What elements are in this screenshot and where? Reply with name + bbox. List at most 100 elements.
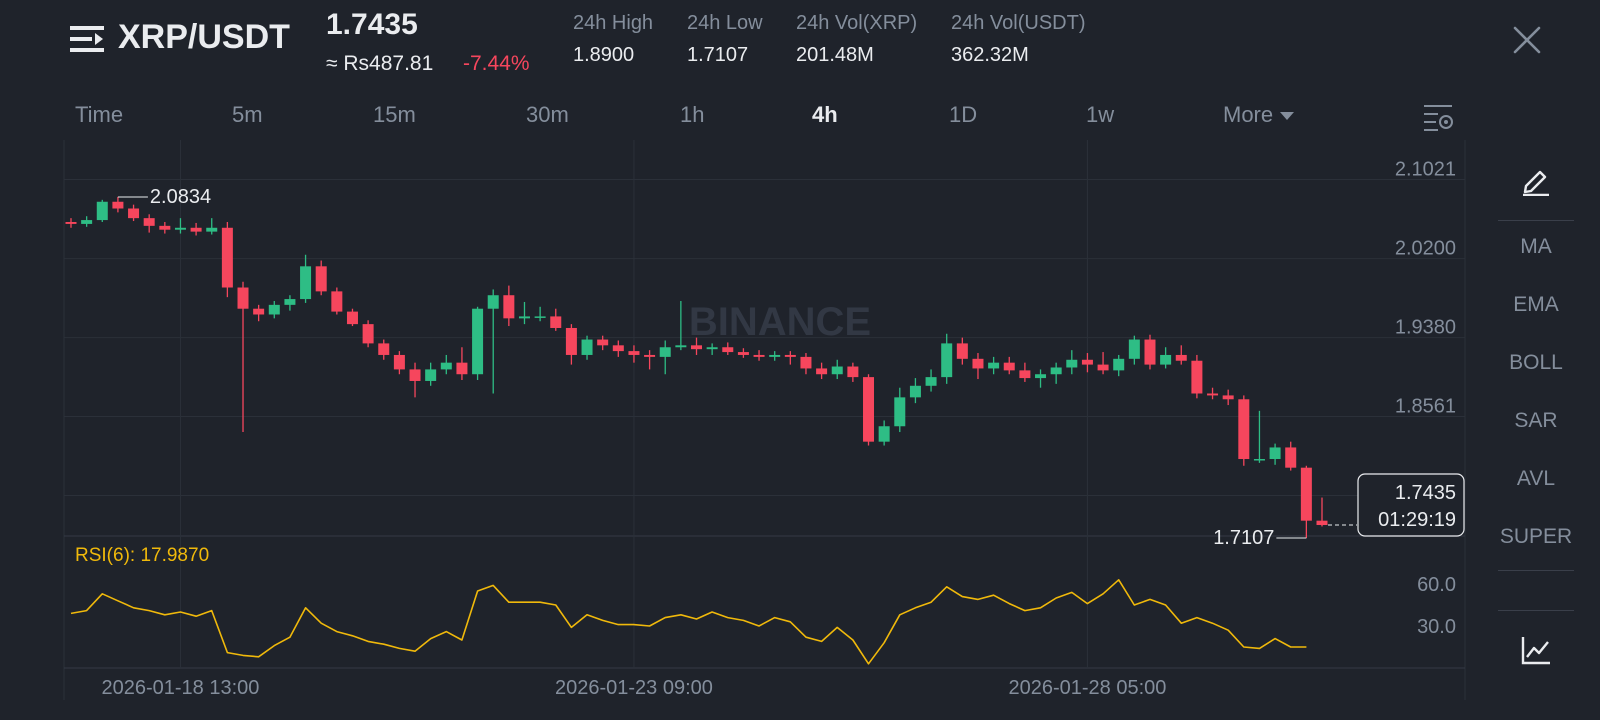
stat-24h-vol-quote: 24h Vol(USDT) 362.32M [951, 12, 1086, 67]
stat-24h-low: 24h Low 1.7107 [687, 12, 763, 67]
candle-body [81, 220, 93, 224]
candle-body [722, 347, 734, 353]
candle-body [65, 221, 77, 224]
candle-body [1144, 339, 1156, 365]
indicator-super[interactable]: SUPER [1499, 525, 1573, 548]
tab-30m[interactable]: 30m [526, 102, 569, 127]
candle-body [456, 362, 468, 375]
candle-body [284, 299, 296, 305]
candle-body [878, 426, 890, 442]
candle-body [972, 358, 984, 369]
candle-body [300, 266, 312, 300]
candle-body [315, 266, 327, 292]
candle-body [159, 225, 171, 230]
price-change-percent: -7.44% [463, 52, 530, 75]
candle-body [925, 377, 937, 386]
candle-body [1081, 359, 1093, 365]
tab-5m[interactable]: 5m [232, 102, 263, 127]
candle-body [440, 362, 452, 370]
candle-body [143, 218, 155, 226]
candle-body [1269, 447, 1281, 460]
candle-body [128, 208, 140, 219]
stat-24h-high: 24h High 1.8900 [573, 12, 653, 67]
candle-body [831, 366, 843, 375]
rsi-line [70, 578, 1307, 665]
tab-15m[interactable]: 15m [373, 102, 416, 127]
indicator-chart-icon[interactable] [1520, 634, 1552, 666]
candle-body [706, 347, 718, 350]
caret-down-icon [1280, 112, 1295, 121]
indicator-boll[interactable]: BOLL [1509, 351, 1563, 374]
stat-value: 1.8900 [573, 44, 635, 66]
tab-1d[interactable]: 1D [949, 102, 978, 127]
fiat-price: ≈ Rs487.81 [326, 52, 434, 75]
indicator-avl[interactable]: AVL [1516, 467, 1556, 490]
candle-body [487, 295, 499, 309]
last-price-value: 1.7435 [1395, 482, 1456, 504]
stat-value: 201.48M [796, 44, 874, 66]
candle-body [1175, 354, 1187, 361]
candle-body [581, 339, 593, 355]
tab-1w[interactable]: 1w [1086, 102, 1115, 127]
candle-body [237, 287, 249, 309]
divider [1498, 220, 1574, 221]
tab-more-label: More [1223, 102, 1274, 127]
chart-settings-icon[interactable] [1422, 102, 1454, 132]
stat-24h-vol-base: 24h Vol(XRP) 201.48M [796, 12, 917, 67]
pair-title[interactable]: XRP/USDT [118, 18, 290, 56]
candle-body [112, 201, 124, 209]
stat-label: 24h Low [687, 12, 763, 34]
candle-body [1191, 360, 1203, 394]
candle-body [206, 227, 218, 232]
candle-body [800, 356, 812, 369]
candle-body [941, 343, 953, 378]
candle-body [1285, 447, 1297, 468]
candle-body [1238, 399, 1250, 460]
tab-time[interactable]: Time [75, 102, 124, 127]
candle-body [1300, 467, 1312, 521]
candle-body [816, 368, 828, 375]
candle-body [737, 352, 749, 355]
candle-body [393, 354, 405, 370]
candle-body [691, 345, 702, 350]
candle-body [346, 311, 358, 325]
candle-body [425, 369, 437, 381]
x-tick-label: 2026-01-18 13:00 [102, 677, 260, 699]
indicator-ma[interactable]: MA [1520, 235, 1552, 258]
pair-list-icon[interactable] [70, 22, 104, 56]
candle-body [1222, 395, 1234, 400]
close-icon[interactable] [1511, 24, 1543, 56]
candle-body [1035, 374, 1047, 379]
stat-value: 362.32M [951, 44, 1029, 66]
candle-body [863, 377, 875, 442]
indicator-ema[interactable]: EMA [1513, 293, 1559, 316]
candle-body [847, 366, 859, 378]
candle-body [550, 316, 562, 328]
draw-pencil-icon[interactable] [1520, 164, 1552, 196]
candle-body [956, 343, 968, 359]
candle-body [894, 397, 906, 427]
candle-body [1207, 393, 1219, 396]
tab-4h[interactable]: 4h [812, 102, 838, 127]
candle-body [1113, 358, 1125, 371]
candle-countdown: 01:29:19 [1378, 509, 1456, 531]
stat-value: 1.7107 [687, 44, 749, 66]
candle-body [565, 327, 577, 355]
y-tick-label: 2.0200 [1395, 238, 1456, 260]
rsi-tick-label: 60.0 [1417, 574, 1456, 596]
candle-body [331, 291, 343, 312]
watermark-text: BINANCE [689, 300, 871, 344]
candle-body [1160, 354, 1172, 365]
candle-body [221, 227, 233, 288]
stat-label: 24h High [573, 12, 654, 34]
divider [1498, 570, 1574, 571]
candle-body [174, 227, 186, 230]
candle-body [1050, 367, 1062, 375]
rsi-tick-label: 30.0 [1417, 616, 1456, 638]
candle-body [378, 343, 390, 355]
tab-1h[interactable]: 1h [680, 102, 705, 127]
tab-more[interactable]: More [1223, 102, 1295, 128]
kline-chart[interactable]: 2.10212.02001.93801.85611.77412026-01-18… [0, 140, 1470, 700]
indicator-sar[interactable]: SAR [1514, 409, 1558, 432]
candle-body [409, 369, 421, 381]
